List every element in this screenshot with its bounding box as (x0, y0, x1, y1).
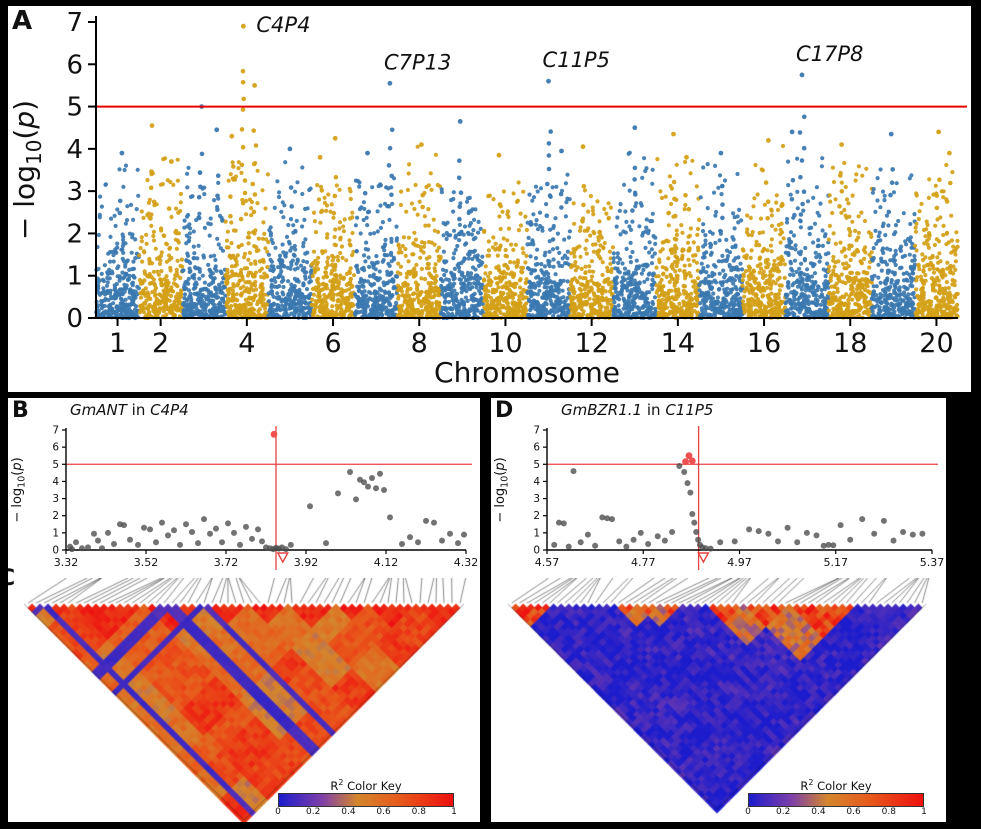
panel-c-label: C (8, 566, 15, 591)
color-key-title: R2 Color Key (278, 776, 454, 793)
color-key-tick: 1 (451, 806, 457, 817)
panel-manhattan: A 0 1 2 3 4 5 6 7 1 2 4 6 8 10 12 14 16 18 20 Chromosome − l… (8, 6, 971, 392)
ld-heatmap-c11p5 (491, 578, 946, 814)
key-title-sup: 2 (808, 778, 814, 787)
locus-name: C4P4 (150, 401, 189, 419)
color-key-gradient-bar (278, 792, 454, 807)
panel-b-label: B (12, 398, 29, 423)
color-key-tick: 0.4 (811, 806, 826, 817)
gene-name: GmBZR1.1 (561, 401, 643, 419)
gene-name: GmANT (70, 401, 127, 419)
color-key-tick: 0.2 (776, 806, 791, 817)
key-title-rest: Color Key (343, 778, 402, 793)
panel-b-title: GmANT in C4P4 (70, 401, 189, 419)
locus-name: C11P5 (665, 401, 714, 419)
color-key-tick: 0 (745, 806, 751, 817)
color-key-tick: 0 (275, 806, 281, 817)
key-title-rest: Color Key (813, 778, 872, 793)
key-title-r: R (330, 778, 339, 793)
panel-regional-c4p4: B GmANT in C4P4 0 1 2 3 4 5 6 7 3.32 3.52 3.72 3.92… (8, 398, 480, 822)
title-connector: in (126, 401, 151, 419)
color-key-title: R2 Color Key (748, 776, 924, 793)
panel-d-title: GmBZR1.1 in C11P5 (561, 401, 713, 419)
color-key-tick: 0.2 (306, 806, 321, 817)
color-key-tick: 0.8 (411, 806, 426, 817)
r2-color-key: R2 Color Key 0 0.2 0.4 0.6 0.8 1 (275, 776, 457, 818)
title-connector: in (642, 401, 666, 419)
color-key-tick: 0.4 (341, 806, 356, 817)
color-key-ticks: 0 0.2 0.4 0.6 0.8 1 (275, 806, 457, 818)
color-key-tick: 0.6 (846, 806, 861, 817)
color-key-tick: 0.6 (376, 806, 391, 817)
ld-heatmap-c4p4 (8, 578, 480, 822)
panel-regional-c11p5: D GmBZR1.1 in C11P5 0 1 2 3 4 5 6 7 4.57 4.77 4.97… (491, 398, 946, 822)
panel-d-label: D (495, 398, 514, 423)
color-key-ticks: 0 0.2 0.4 0.6 0.8 1 (745, 806, 927, 818)
panel-a-label: A (12, 6, 33, 36)
color-key-gradient-bar (748, 792, 924, 807)
r2-color-key: R2 Color Key 0 0.2 0.4 0.6 0.8 1 (745, 776, 927, 818)
color-key-tick: 0.8 (881, 806, 896, 817)
key-title-sup: 2 (338, 778, 344, 787)
color-key-tick: 1 (921, 806, 927, 817)
key-title-r: R (800, 778, 809, 793)
